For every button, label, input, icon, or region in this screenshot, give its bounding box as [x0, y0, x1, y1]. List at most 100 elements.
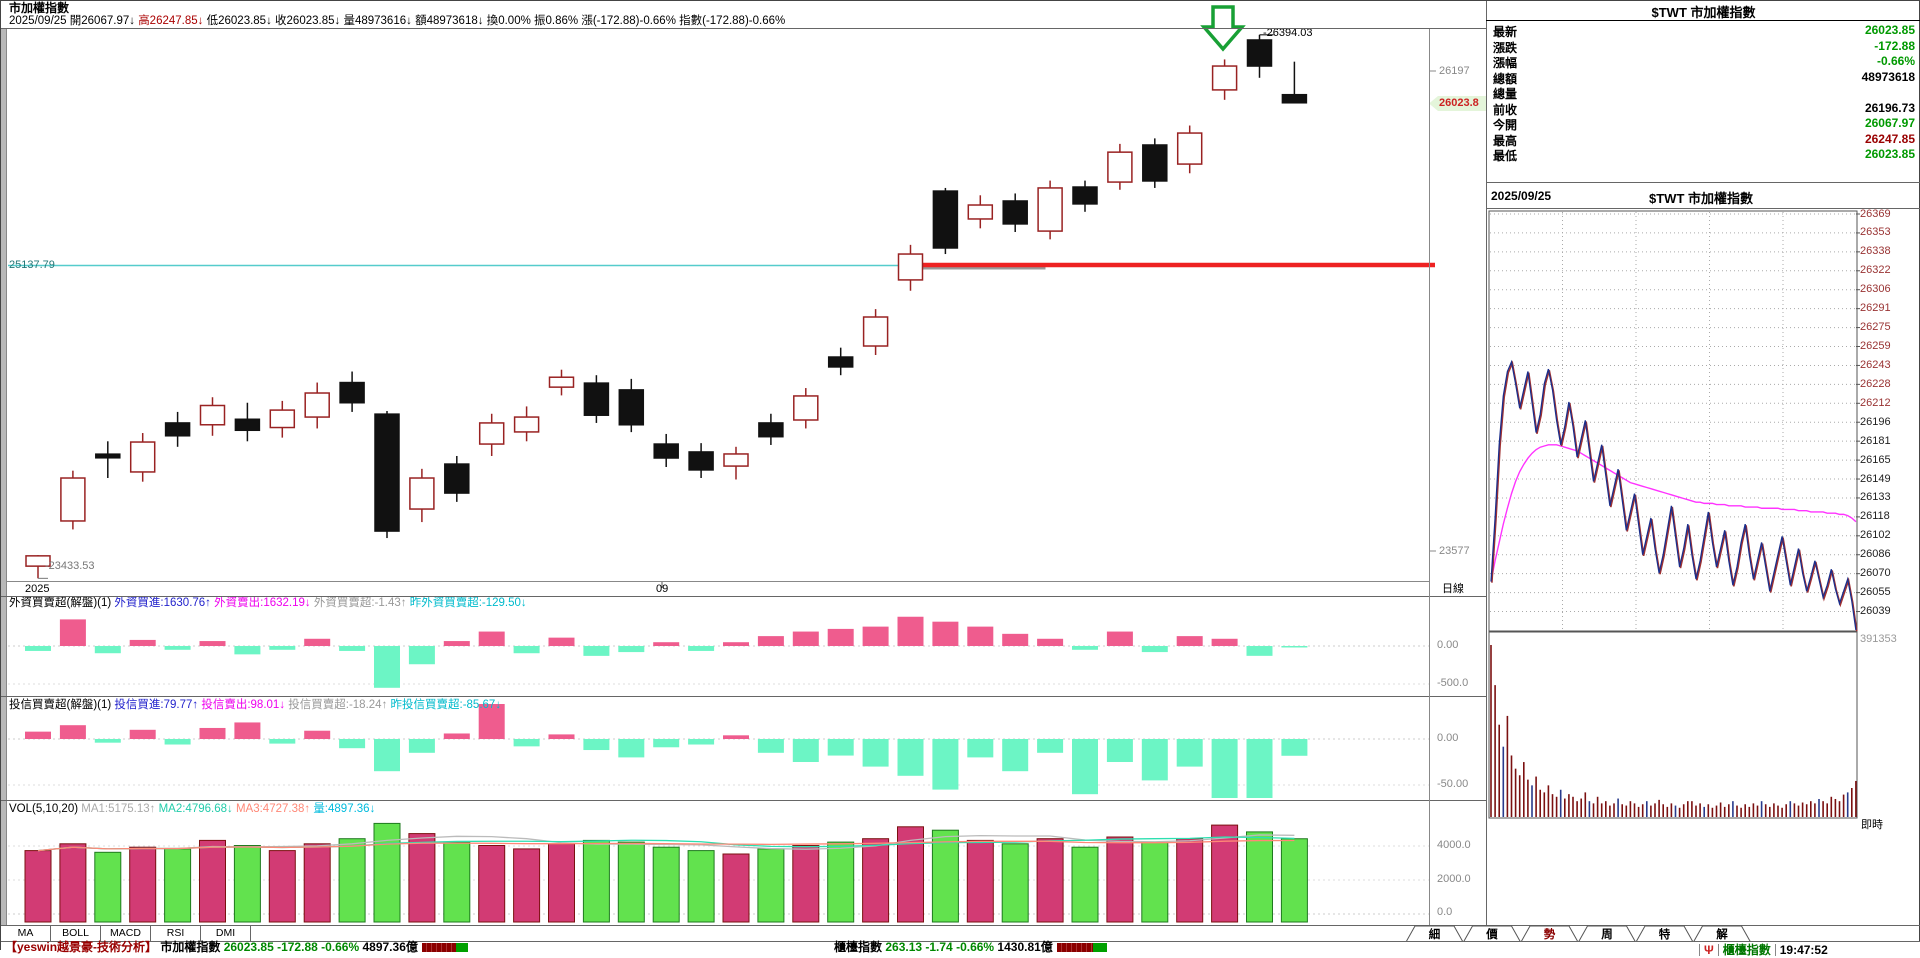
quote-row-label: 最高	[1493, 133, 1518, 148]
page-title: 市加權指數	[9, 1, 70, 15]
volume-panel-header: VOL(5,10,20) MA1:5175.13↑ MA2:4796.68↓ M…	[9, 803, 375, 816]
updown-ratio-bar-green	[455, 943, 468, 952]
text-segment: 外資買賣超(解盤)(1)	[9, 597, 115, 609]
view-tab-價[interactable]: 價	[1485, 927, 1498, 941]
intraday-y-label: 26102	[1860, 529, 1891, 542]
main-chart-bottom-border	[7, 581, 1429, 582]
otc-ratio-bar-green	[1092, 943, 1107, 952]
quote-row: 今開 26067.97	[1488, 116, 1919, 132]
view-tab-shape[interactable]	[1692, 925, 1752, 942]
indicator-tab-dmi[interactable]: DMI	[201, 926, 251, 941]
candlestick-chart[interactable]	[25, 34, 1308, 579]
quote-row: 前收 26196.73	[1488, 100, 1919, 117]
view-tab-細[interactable]: 細	[1429, 927, 1441, 941]
text-segment: 櫃檯指數	[834, 940, 886, 954]
view-tab-周[interactable]: 周	[1601, 927, 1613, 941]
text-segment: 昨外資買賣超:-129.50↓	[409, 597, 527, 609]
quote-row-label: 前收	[1493, 102, 1518, 117]
current-price-axis-tag: 26023.8	[1429, 96, 1486, 111]
intraday-y-label: 26070	[1860, 567, 1891, 580]
quote-row-label: 漲跌	[1493, 40, 1518, 55]
trust-bars	[25, 704, 1308, 798]
quote-row-value: -0.66%	[1876, 54, 1915, 68]
quote-row-label: 最低	[1493, 149, 1518, 163]
panel3-top-border	[1, 800, 1486, 801]
tabs-top-border	[1, 925, 1920, 926]
indicator-tab-boll[interactable]: BOLL	[51, 926, 101, 941]
intraday-chart[interactable]	[1488, 210, 1860, 632]
view-tab-勢[interactable]: 勢	[1544, 927, 1556, 941]
text-segment: 振0.86%	[534, 15, 582, 27]
quote-row: 最新 26023.85	[1488, 23, 1919, 39]
quote-row: 總額 48973618	[1488, 69, 1919, 86]
view-tab-特[interactable]: 特	[1659, 927, 1671, 941]
foreign-bars	[25, 616, 1308, 688]
view-tab-shape[interactable]	[1577, 925, 1637, 942]
view-tabs[interactable]: 細價勢周特解	[1406, 925, 1752, 942]
trust-neg-label: -50.00	[1437, 778, 1469, 790]
high-price-label: -26394.03	[1263, 27, 1313, 39]
foreign-zero-label: 0.00	[1437, 639, 1459, 651]
intraday-y-label: 26149	[1860, 472, 1891, 485]
low-price-label: -23433.53	[45, 560, 95, 572]
vol-label-4000: 4000.0	[1437, 839, 1471, 851]
quote-bottom-border	[1486, 182, 1920, 183]
quote-row-value: -172.88	[1874, 38, 1915, 53]
axis-label-26197: 26197	[1439, 65, 1470, 77]
view-tab-shape[interactable]	[1462, 925, 1522, 942]
text-segment: 26023.85 -172.88 -0.66%	[223, 940, 360, 954]
text-segment: 4897.36億	[359, 940, 418, 954]
panel2-top-border	[1, 696, 1486, 697]
intraday-y-label: 26039	[1860, 605, 1891, 618]
intraday-realtime-label[interactable]: 即時	[1861, 819, 1883, 831]
view-tab-shape[interactable]	[1406, 925, 1464, 942]
status-mid-text: 櫃檯指數 263.13 -1.74 -0.66% 1430.81億	[834, 941, 1053, 954]
intraday-y-label: 26133	[1860, 491, 1891, 504]
view-tab-shape[interactable]	[1635, 925, 1694, 942]
indicator-tab-rsi[interactable]: RSI	[151, 926, 201, 941]
indicator-tab-ma[interactable]: MA	[1, 926, 51, 941]
quote-title-underline	[1486, 20, 1920, 21]
text-segment: 市加權指數	[157, 940, 224, 954]
indicator-tab-macd[interactable]: MACD	[101, 926, 151, 941]
text-segment: 1430.81億	[994, 940, 1053, 954]
text-segment: 量48973616↓	[343, 15, 416, 27]
quote-row-label: 總額	[1493, 71, 1518, 86]
status-left: 【yeswin越景豪-技術分析】 市加權指數 26023.85 -172.88 …	[5, 941, 468, 954]
right-panel-divider	[1486, 1, 1487, 942]
status-mid: 櫃檯指數 263.13 -1.74 -0.66% 1430.81億	[834, 941, 1107, 954]
view-tab-解[interactable]: 解	[1716, 927, 1728, 941]
quote-row-value: 26067.97	[1864, 116, 1915, 130]
intraday-avg-line	[1490, 444, 1857, 582]
status-left-text: 【yeswin越景豪-技術分析】 市加權指數 26023.85 -172.88 …	[5, 941, 418, 954]
intraday-volume-max-label: 391353	[1860, 633, 1897, 645]
text-segment: 開26067.97↓	[69, 15, 139, 27]
text-segment: MA2:4796.68↓	[158, 803, 236, 815]
view-tab-shape[interactable]	[1520, 925, 1579, 942]
left-gutter-scrollbar[interactable]	[1, 29, 7, 925]
foreign-neg-label: -500.0	[1437, 677, 1469, 689]
intraday-y-label: 26086	[1860, 548, 1891, 561]
quote-row-value: 48973618	[1861, 69, 1915, 84]
foreign-panel-header: 外資買賣超(解盤)(1) 外資買進:1630.76↑ 外資賣出:1632.19↓…	[9, 597, 527, 610]
intraday-y-label: 26165	[1860, 453, 1891, 466]
intraday-y-label: 26228	[1860, 377, 1891, 390]
updown-ratio-bar-red	[421, 943, 456, 952]
intraday-title: $TWT 市加權指數	[1649, 191, 1753, 206]
intraday-y-label: 26243	[1860, 358, 1891, 371]
x-axis-month-label: 09	[656, 583, 669, 595]
trust-zero-label: 0.00	[1437, 732, 1459, 744]
text-segment: 【yeswin越景豪-技術分析】	[5, 940, 158, 954]
trust-panel-header: 投信買賣超(解盤)(1) 投信買進:79.77↑ 投信賣出:98.01↓ 投信買…	[9, 699, 501, 712]
quote-row-value: 26023.85	[1864, 147, 1915, 161]
quote-row-value: 26196.73	[1864, 100, 1915, 115]
quote-row-label: 漲幅	[1493, 56, 1518, 70]
text-segment: 263.13 -1.74 -0.66%	[885, 940, 995, 954]
quote-row-value: 26247.85	[1864, 131, 1915, 146]
panel1-top-border	[1, 596, 1486, 597]
intraday-y-label: 26353	[1860, 226, 1891, 239]
text-segment: 指數(-172.88)-0.66%	[679, 15, 786, 27]
period-label[interactable]: 日線	[1442, 583, 1464, 595]
quote-row-label: 最新	[1493, 25, 1518, 39]
